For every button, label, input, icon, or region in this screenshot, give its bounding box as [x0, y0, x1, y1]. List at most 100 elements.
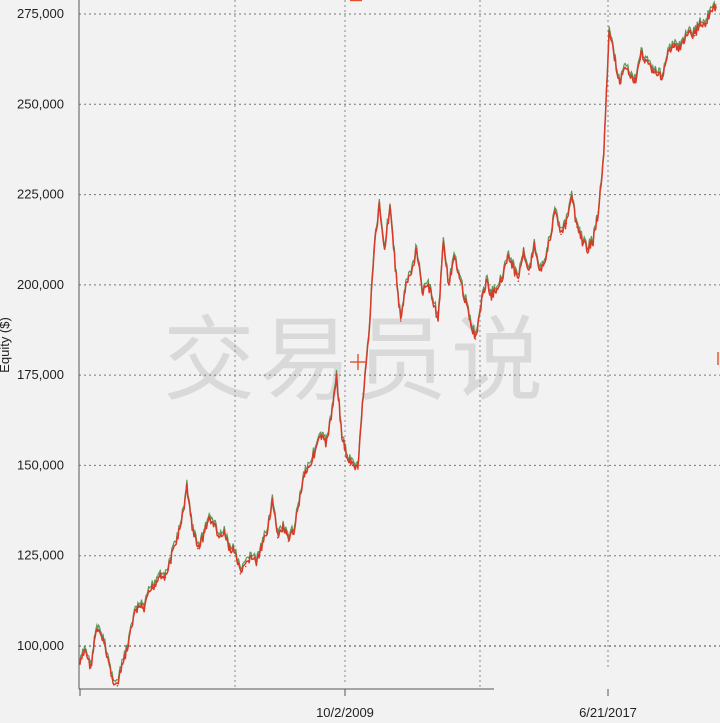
series-point	[533, 244, 536, 246]
series-point	[635, 81, 637, 84]
series-point	[464, 298, 466, 301]
series-point	[474, 338, 477, 340]
series-point	[244, 565, 247, 568]
series-point	[619, 81, 621, 84]
series-point	[592, 240, 594, 243]
series-point	[394, 266, 397, 268]
series-point	[453, 258, 455, 261]
series-point	[373, 251, 375, 254]
series-point	[496, 287, 498, 290]
y-axis-ticks: 100,000 125,000 150,000 175,000 200,000 225,0…	[17, 6, 64, 653]
series-point	[554, 208, 557, 210]
series-point	[501, 276, 504, 279]
series-point	[458, 273, 461, 275]
series-point	[207, 518, 210, 521]
series-point	[266, 529, 268, 532]
series-point	[362, 392, 365, 395]
series-point	[661, 74, 664, 77]
y-tick-label: 100,000	[17, 638, 64, 653]
series-point	[538, 269, 541, 272]
series-point	[570, 197, 573, 199]
series-point	[228, 547, 231, 550]
series-point	[613, 56, 616, 59]
series-point	[442, 240, 445, 243]
series-point	[656, 74, 658, 77]
series-point	[234, 551, 236, 553]
series-point	[260, 547, 263, 550]
series-point	[415, 247, 418, 250]
series-point	[544, 258, 546, 261]
y-tick-label: 250,000	[17, 96, 64, 111]
series-point	[212, 522, 215, 524]
y-axis-title: Equity ($)	[0, 317, 12, 373]
series-point	[597, 211, 600, 214]
series-point	[683, 38, 685, 41]
series-point	[319, 435, 322, 438]
series-point	[603, 154, 605, 156]
series-point	[239, 573, 242, 575]
y-tick-label: 150,000	[17, 457, 64, 472]
series-point	[672, 45, 674, 48]
series-point	[250, 554, 252, 557]
series-point	[576, 226, 578, 228]
series-point	[383, 247, 386, 250]
series-point	[367, 338, 370, 340]
series-point	[330, 417, 333, 420]
series-point	[143, 609, 145, 611]
series-point	[608, 31, 610, 33]
series-point	[586, 247, 589, 250]
series-point	[255, 562, 258, 564]
series-point	[485, 280, 488, 283]
series-point	[170, 558, 172, 561]
series-point	[186, 486, 188, 488]
series-point	[549, 237, 552, 239]
series-point	[196, 547, 199, 550]
series-point	[309, 464, 311, 467]
series-point	[154, 583, 156, 586]
series-point	[645, 60, 648, 62]
series-point	[522, 247, 525, 250]
series-point	[84, 648, 87, 651]
series-point	[89, 666, 92, 669]
series-point	[693, 34, 696, 37]
series-point	[431, 298, 434, 301]
series-point	[287, 540, 290, 543]
series-point	[426, 284, 429, 286]
series-point	[111, 677, 113, 680]
series-point	[148, 591, 151, 593]
series-point	[105, 652, 108, 654]
series-point	[122, 663, 124, 665]
series-point	[223, 533, 226, 535]
series-point	[581, 240, 584, 243]
x-axis-ticks: 10/2/2009 6/21/2017	[79, 689, 637, 720]
series-point	[421, 291, 423, 293]
x-tick-label: 6/21/2017	[579, 705, 637, 720]
grid-lines	[78, 0, 720, 689]
y-tick-label: 125,000	[17, 548, 64, 563]
series-point	[159, 573, 161, 575]
series-point	[677, 49, 680, 51]
series-point	[699, 20, 701, 23]
x-tick-label: 10/2/2009	[316, 705, 374, 720]
series-point	[448, 284, 450, 286]
series-point	[715, 6, 717, 8]
series-point	[293, 529, 295, 532]
cursor-crosshair-icon	[350, 354, 366, 370]
series-main-line	[79, 4, 717, 686]
y-tick-label: 275,000	[17, 6, 64, 21]
series-point	[528, 273, 530, 275]
series-point	[410, 273, 413, 275]
series-point	[298, 500, 300, 503]
series-point	[399, 320, 402, 322]
series-point	[560, 233, 562, 236]
series-point	[480, 305, 482, 308]
y-tick-label: 175,000	[17, 367, 64, 382]
series-point	[565, 222, 568, 225]
series-point	[709, 9, 712, 12]
series-point	[346, 457, 349, 460]
series-point	[378, 204, 381, 207]
series-point	[325, 443, 327, 445]
series-point	[271, 500, 274, 503]
series-point	[357, 468, 359, 470]
